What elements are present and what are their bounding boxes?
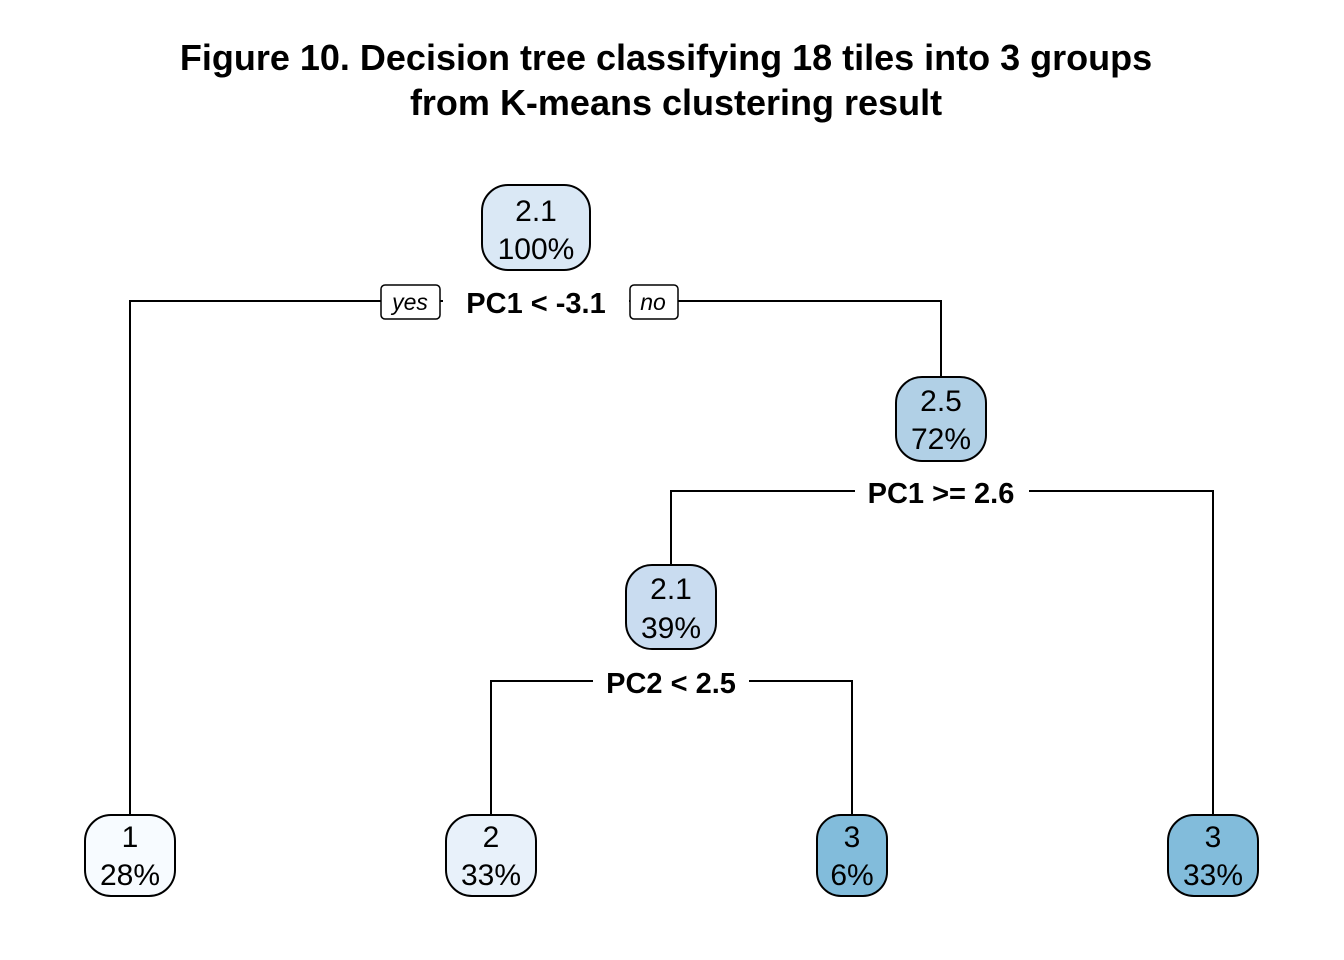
- tree-leaf-1: 1 28%: [84, 814, 176, 897]
- node-right-left-value: 2.1: [650, 573, 692, 606]
- tree-node-right-left: 2.1 39%: [625, 564, 717, 650]
- node-root-value: 2.1: [515, 195, 557, 228]
- tree-node-root: 2.1 100%: [481, 184, 591, 271]
- split-label-right: PC1 >= 2.6: [868, 478, 1015, 510]
- leaf-3-value: 3: [844, 821, 861, 854]
- branch-tag-no: no: [629, 284, 679, 320]
- tree-edges: [129, 300, 1214, 815]
- leaf-4-value: 3: [1205, 821, 1222, 854]
- branch-label-yes: yes: [390, 289, 428, 315]
- split-label-root: PC1 < -3.1: [466, 288, 605, 320]
- branch-tag-yes: yes: [380, 284, 441, 320]
- leaf-3-percent: 6%: [830, 859, 873, 892]
- leaf-2-percent: 33%: [461, 859, 521, 892]
- node-right-percent: 72%: [911, 423, 971, 456]
- figure-title-line-1: Figure 10. Decision tree classifying 18 …: [180, 37, 1152, 78]
- tree-leaf-3: 3 6%: [816, 814, 888, 897]
- branch-label-no: no: [640, 289, 666, 315]
- edge-right-left-left: [490, 680, 671, 815]
- edge-right-right: [941, 490, 1214, 815]
- tree-leaf-2: 2 33%: [445, 814, 537, 897]
- node-root-percent: 100%: [498, 233, 575, 266]
- leaf-4-percent: 33%: [1183, 859, 1243, 892]
- edge-right-left-right: [671, 680, 853, 815]
- tree-leaf-4: 3 33%: [1167, 814, 1259, 897]
- split-label-right-group: PC1 >= 2.6: [855, 473, 1029, 511]
- leaf-1-value: 1: [122, 821, 139, 854]
- split-label-right-left: PC2 < 2.5: [606, 668, 736, 700]
- figure-title-line-2: from K-means clustering result: [410, 82, 942, 123]
- split-label-root-group: PC1 < -3.1: [443, 283, 629, 321]
- leaf-1-percent: 28%: [100, 859, 160, 892]
- edge-root-left: [129, 300, 536, 815]
- edge-right-left: [670, 490, 941, 565]
- tree-node-right: 2.5 72%: [895, 376, 987, 462]
- leaf-2-value: 2: [483, 821, 500, 854]
- node-right-value: 2.5: [920, 385, 962, 418]
- split-label-right-left-group: PC2 < 2.5: [593, 663, 749, 701]
- node-right-left-percent: 39%: [641, 612, 701, 645]
